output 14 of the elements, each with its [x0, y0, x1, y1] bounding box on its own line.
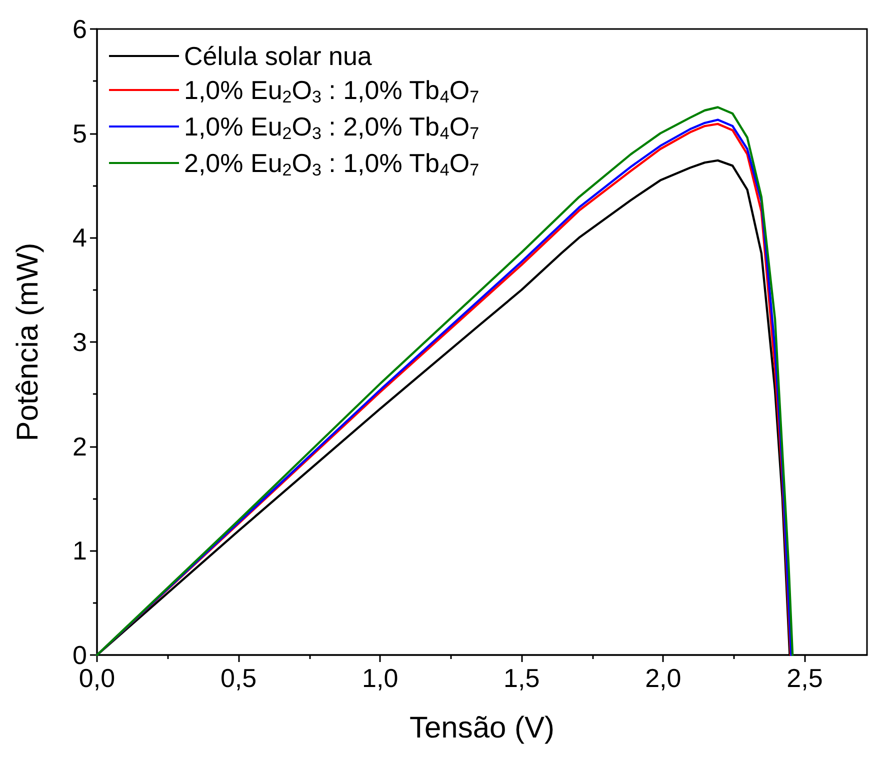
legend-label: Célula solar nua	[184, 41, 372, 71]
y-axis-title: Potência (mW)	[12, 242, 44, 442]
x-tick-label: 1,5	[504, 663, 540, 693]
y-tick-label: 4	[72, 222, 87, 253]
y-tick-label: 6	[72, 14, 87, 44]
x-tick-label: 2,5	[786, 663, 823, 693]
x-tick-label: 0,5	[220, 663, 257, 693]
y-tick-label: 2	[72, 431, 87, 462]
y-tick-label: 1	[72, 536, 87, 566]
x-tick-label: 2,0	[645, 663, 682, 693]
x-axis-title: Tensão (V)	[409, 712, 555, 744]
y-tick-label: 3	[72, 327, 87, 357]
y-tick-label: 5	[72, 118, 87, 148]
x-tick-label: 1,0	[362, 663, 398, 693]
